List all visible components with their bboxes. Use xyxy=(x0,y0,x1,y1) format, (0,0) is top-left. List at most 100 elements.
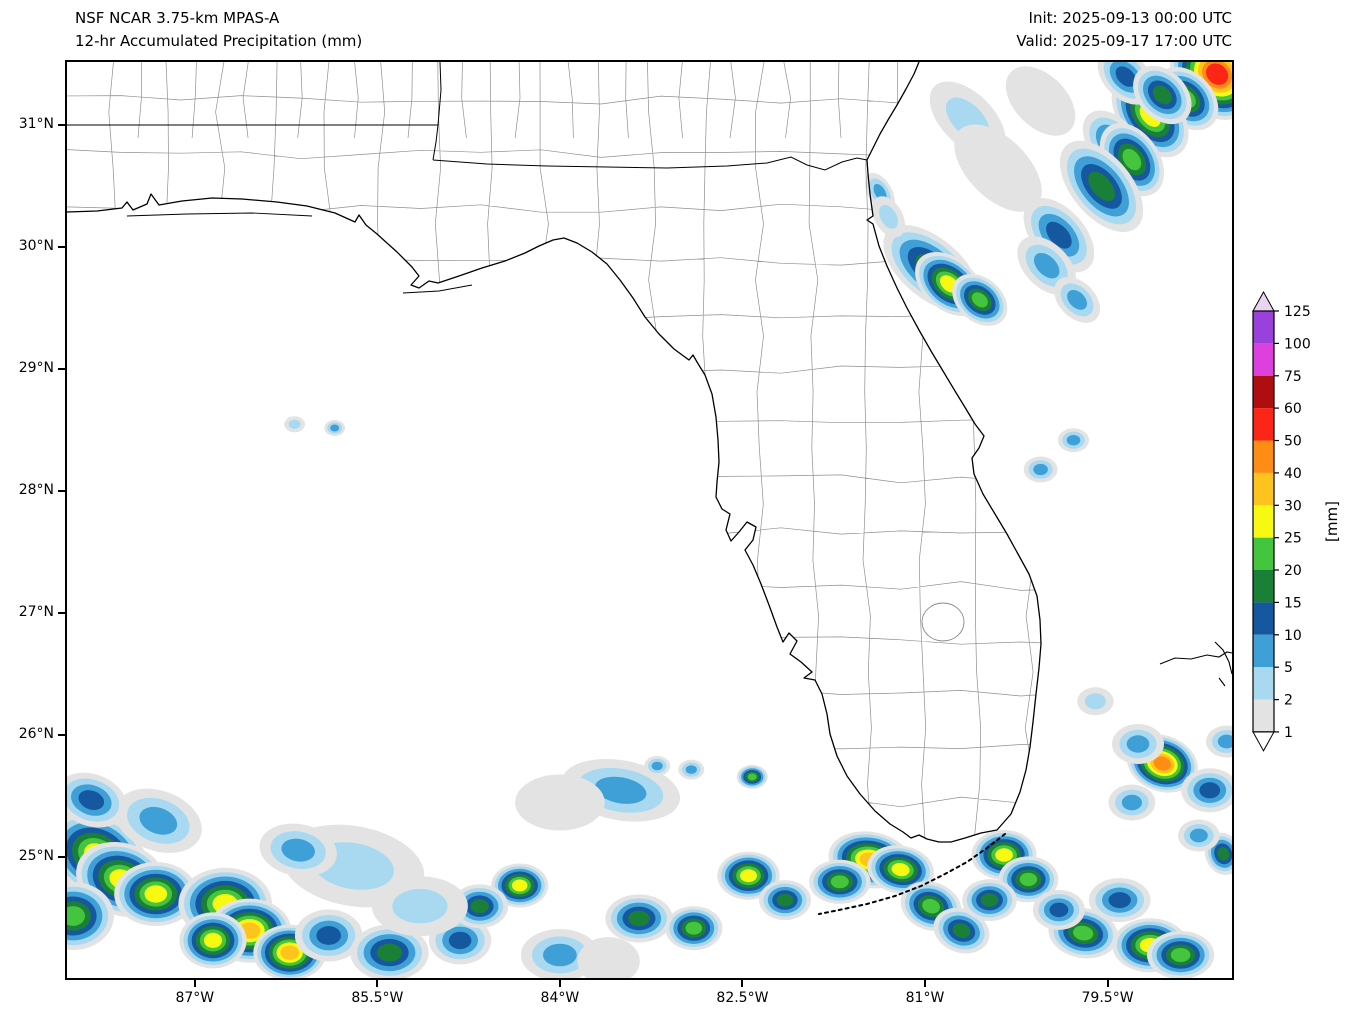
precip-contour-ring xyxy=(1066,435,1081,446)
precip-contour-ring xyxy=(1005,66,1076,136)
precip-blob xyxy=(1032,889,1085,930)
colorbar-tick-label: 100 xyxy=(1284,336,1311,352)
precip-contour-ring xyxy=(685,765,697,774)
colorbar-segment xyxy=(1253,440,1274,473)
colorbar-segment xyxy=(1253,343,1274,376)
colorbar-tick-label: 5 xyxy=(1284,660,1293,676)
title-product-line: 12-hr Accumulated Precipitation (mm) xyxy=(75,32,363,50)
lon-tick-label: 79.5°W xyxy=(1081,990,1134,1006)
colorbar-tick-label: 1 xyxy=(1284,725,1293,741)
precip-contour-ring xyxy=(594,776,647,804)
colorbar-segment xyxy=(1253,408,1274,441)
precip-blob xyxy=(665,906,723,951)
precip-blob xyxy=(644,755,671,776)
precip-blob xyxy=(1147,931,1215,978)
precip-contour-ring xyxy=(1199,782,1221,799)
precip-blob xyxy=(900,881,962,932)
precip-blob xyxy=(1206,725,1232,758)
colorbar-segment xyxy=(1253,375,1274,409)
precip-contour-ring xyxy=(1019,872,1038,887)
precip-blob xyxy=(1023,456,1058,483)
precip-blob xyxy=(1054,276,1101,323)
precipitation-layer xyxy=(67,62,1232,978)
precip-contour-ring xyxy=(316,926,341,945)
precip-blob xyxy=(114,788,202,853)
colorbar-segment xyxy=(1253,505,1274,538)
colorbar-tick-label: 30 xyxy=(1284,498,1302,514)
precip-contour-ring xyxy=(776,893,794,907)
colorbar: 125 100 75 60 50 40 30 25 20 15 10 5 2 1 [mm] xyxy=(1252,290,1341,752)
precip-blob xyxy=(114,862,198,926)
precip-contour-ring xyxy=(891,863,910,877)
precip-contour-ring xyxy=(1108,892,1131,909)
map-canvas xyxy=(67,62,1232,978)
precip-contour-ring xyxy=(543,943,577,967)
precip-contour-ring xyxy=(740,869,757,883)
precip-contour-ring xyxy=(1206,63,1229,85)
precip-blob xyxy=(1178,819,1220,852)
state-borders-layer xyxy=(67,62,868,171)
precip-blob xyxy=(954,124,1042,212)
precip-blob xyxy=(294,909,363,962)
colorbar-tick-label: 75 xyxy=(1284,369,1302,385)
lat-tick-label: 28°N xyxy=(18,482,54,499)
precip-contour-ring xyxy=(1033,463,1048,476)
colorbar-segment xyxy=(1253,472,1274,506)
precip-blob xyxy=(1059,140,1144,233)
precip-blob xyxy=(1077,687,1114,716)
precip-contour-ring xyxy=(1126,735,1150,753)
precip-contour-ring xyxy=(1115,66,1136,87)
lon-tick-label: 82.5°W xyxy=(716,990,769,1006)
precip-contour-ring xyxy=(144,885,168,903)
precip-blob xyxy=(962,879,1017,922)
precip-contour-ring xyxy=(1217,734,1232,749)
valid-time-label: Valid: 2025-09-17 17:00 UTC xyxy=(1016,32,1232,50)
precip-contour-ring xyxy=(288,419,301,429)
state-border-line xyxy=(67,62,868,171)
precip-blob xyxy=(1057,428,1090,453)
precip-contour-ring xyxy=(139,806,178,835)
florida-keys xyxy=(818,833,1006,915)
precip-contour-ring xyxy=(1189,828,1208,843)
colorbar-tick-label: 125 xyxy=(1284,304,1311,320)
precip-blob xyxy=(1133,65,1192,125)
precip-blob xyxy=(605,894,673,943)
colorbar-tick-label: 25 xyxy=(1284,531,1302,547)
precip-contour-ring xyxy=(377,943,402,962)
precip-blob xyxy=(1108,784,1156,821)
precip-blob xyxy=(933,907,990,954)
precip-blob xyxy=(717,851,780,900)
precip-contour-ring xyxy=(952,923,971,938)
precip-contour-ring xyxy=(628,910,650,927)
precip-contour-ring xyxy=(1033,252,1060,279)
colorbar-segment xyxy=(1253,570,1274,603)
coastline xyxy=(67,62,1042,843)
colorbar-over-arrow xyxy=(1252,290,1275,312)
precip-contour-ring xyxy=(980,893,999,907)
precip-blob xyxy=(577,937,640,978)
precip-contour-ring xyxy=(1088,171,1115,202)
lon-tick-label: 84°W xyxy=(540,990,580,1006)
map-plot-area xyxy=(65,60,1234,980)
lat-tick-label: 31°N xyxy=(18,116,54,133)
precip-contour-ring xyxy=(448,931,472,950)
precip-contour-ring xyxy=(1152,85,1172,105)
precip-blob xyxy=(871,196,906,238)
precip-blob xyxy=(350,924,429,978)
precip-contour-ring xyxy=(1170,948,1191,962)
precip-blob xyxy=(1088,878,1151,923)
colorbar-tick-label: 20 xyxy=(1284,563,1302,579)
barrier-islands xyxy=(126,212,473,294)
colorbar-segment xyxy=(1253,602,1274,635)
lon-tick-label: 81°W xyxy=(905,990,945,1006)
precip-blob xyxy=(67,882,114,950)
colorbar-tick-label: 10 xyxy=(1284,628,1302,644)
colorbar-under-arrow xyxy=(1252,731,1275,752)
title-model-line: NSF NCAR 3.75-km MPAS-A xyxy=(75,9,280,27)
colorbar-segment xyxy=(1253,537,1274,571)
precip-blob xyxy=(67,772,127,828)
precip-blob xyxy=(1181,768,1232,813)
precip-contour-ring xyxy=(879,205,898,229)
precip-contour-ring xyxy=(1046,221,1072,249)
precip-contour-ring xyxy=(577,937,640,978)
